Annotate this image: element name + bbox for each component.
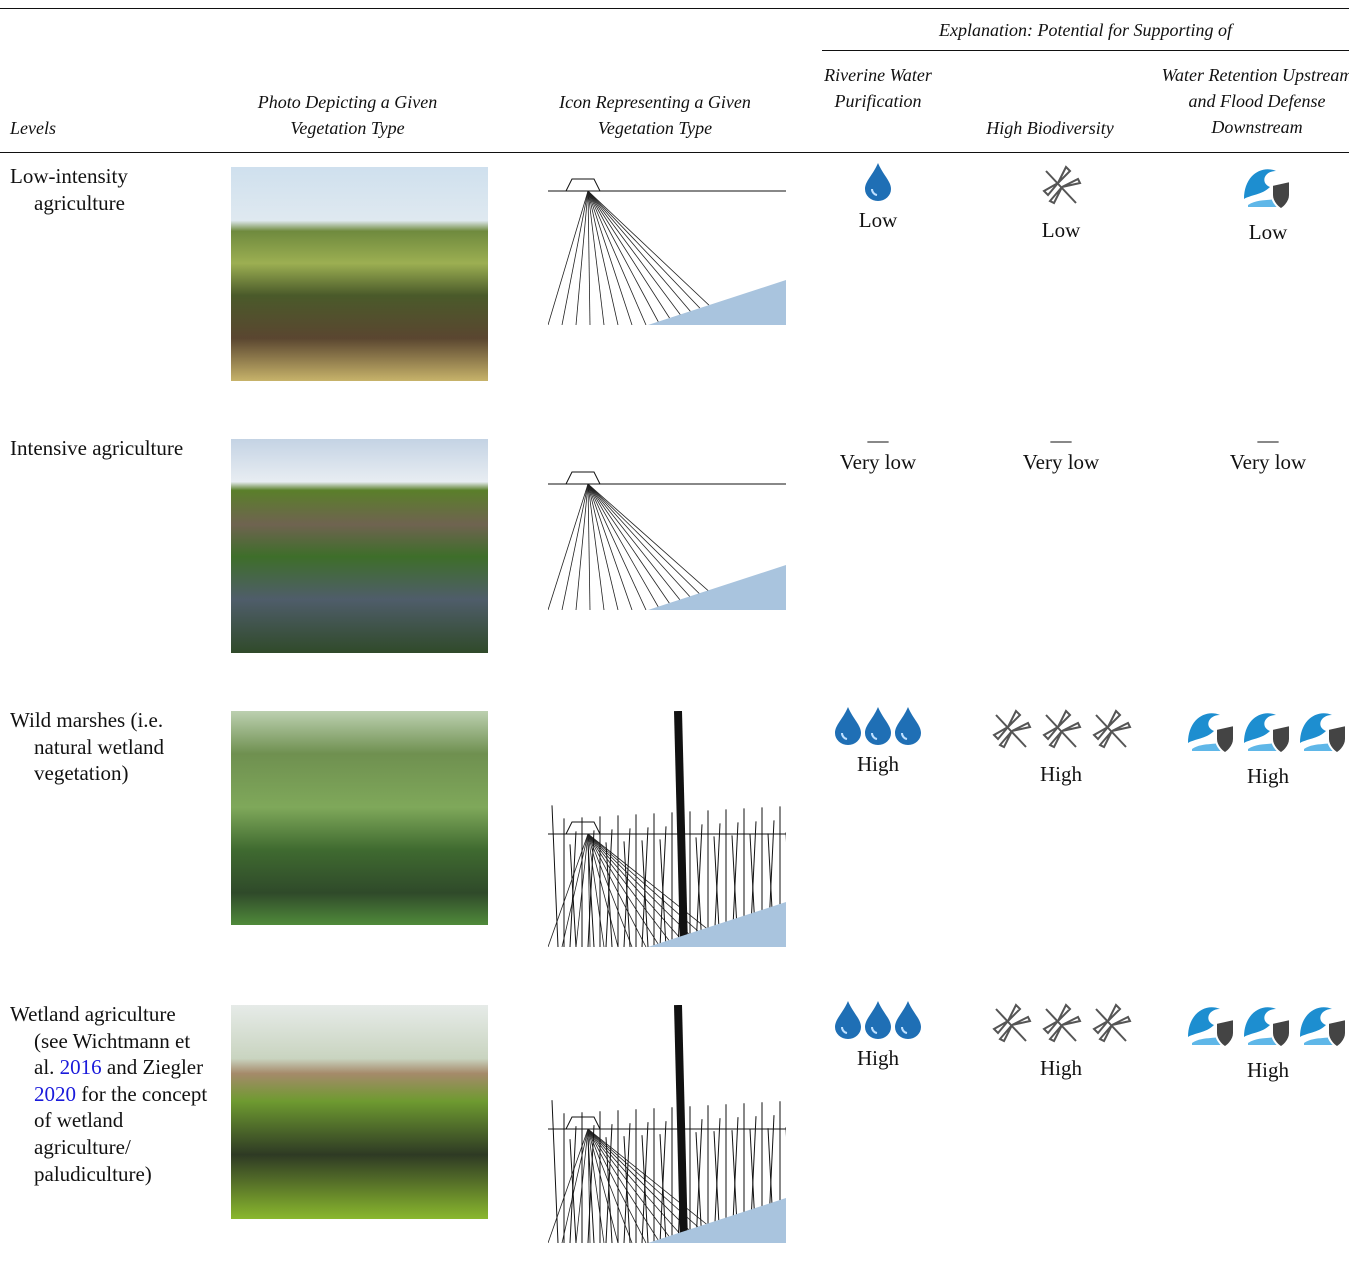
rating-icon: [1240, 705, 1296, 763]
level-label: Intensive agriculture: [10, 435, 209, 462]
vegetation-sketch: [548, 711, 786, 947]
rating-icon: [833, 705, 863, 751]
rating-icon: [833, 999, 863, 1045]
vegetation-sketch: [548, 167, 786, 325]
rating-dash: —: [961, 431, 1161, 449]
rating-cell: High: [961, 999, 1161, 1081]
level-label: Low-intensity agriculture: [10, 163, 209, 216]
rating-cell: —Very low: [961, 433, 1161, 475]
header-rule: [0, 152, 1349, 153]
rating-cell: High: [1168, 999, 1349, 1083]
rating-cell: High: [778, 705, 978, 777]
group-title: Explanation: Potential for Supporting of: [822, 17, 1349, 43]
photo: [231, 439, 488, 653]
rating-cell: High: [961, 705, 1161, 787]
rating-icon: [1240, 999, 1296, 1057]
rating-icon: [893, 999, 923, 1045]
rating-label: Very low: [778, 449, 978, 475]
rating-label: High: [778, 1045, 978, 1071]
rating-label: High: [1168, 763, 1349, 789]
reference-link[interactable]: 2016: [60, 1055, 102, 1079]
vegetation-sketch: [548, 462, 786, 610]
rating-icon: [863, 999, 893, 1045]
rating-icons: [778, 161, 978, 207]
rating-cell: —Very low: [778, 433, 978, 475]
rating-icon: [863, 161, 893, 207]
rating-label: Low: [778, 207, 978, 233]
rating-icon: [1086, 999, 1136, 1055]
rating-label: High: [778, 751, 978, 777]
group-rule: [822, 50, 1349, 51]
rating-icon: [1036, 999, 1086, 1055]
level-label: Wetland agriculture (see Wichtmann et al…: [10, 1001, 209, 1187]
rating-icon: [863, 705, 893, 751]
reference-link[interactable]: 2020: [34, 1082, 76, 1106]
vegetation-sketch: [548, 1005, 786, 1243]
level-text: and Ziegler: [102, 1055, 203, 1079]
page: Explanation: Potential for Supporting of…: [0, 0, 1349, 1276]
rating-icon: [1240, 161, 1296, 219]
rating-cell: Low: [1168, 161, 1349, 245]
photo: [231, 167, 488, 381]
rating-dash: —: [778, 431, 978, 449]
photo: [231, 711, 488, 925]
rating-icons: [1168, 705, 1349, 763]
rating-icons: [778, 705, 978, 751]
rating-label: High: [1168, 1057, 1349, 1083]
rating-label: Very low: [1168, 449, 1349, 475]
rating-label: High: [961, 761, 1161, 787]
level-text: Intensive agriculture: [10, 436, 183, 460]
rating-cell: Low: [778, 161, 978, 233]
top-rule: [0, 8, 1349, 9]
rating-icons: [778, 999, 978, 1045]
level-text: Wild marshes (i.e. natural wetland veget…: [10, 708, 164, 785]
column-header: Riverine Water Purification: [818, 62, 938, 114]
column-header: Photo Depicting a Given Vegetation Type: [220, 89, 475, 141]
rating-icon: [1036, 705, 1086, 761]
rating-cell: High: [778, 999, 978, 1071]
rating-icons: [961, 161, 1161, 217]
rating-icon: [1296, 999, 1349, 1057]
rating-label: High: [961, 1055, 1161, 1081]
rating-icon: [1296, 705, 1349, 763]
rating-cell: —Very low: [1168, 433, 1349, 475]
level-label: Wild marshes (i.e. natural wetland veget…: [10, 707, 209, 787]
rating-dash: —: [1168, 431, 1349, 449]
rating-cell: Low: [961, 161, 1161, 243]
rating-label: Low: [1168, 219, 1349, 245]
column-header: Levels: [10, 115, 56, 141]
rating-icons: [1168, 161, 1349, 219]
rating-icon: [1184, 999, 1240, 1057]
rating-icon: [1184, 705, 1240, 763]
column-header: Water Retention Upstream and Flood Defen…: [1160, 62, 1349, 140]
rating-icon: [986, 999, 1036, 1055]
rating-icon: [893, 705, 923, 751]
rating-label: Very low: [961, 449, 1161, 475]
rating-label: Low: [961, 217, 1161, 243]
column-header: High Biodiversity: [960, 115, 1140, 141]
column-header: Icon Representing a Given Vegetation Typ…: [530, 89, 780, 141]
rating-icon: [1036, 161, 1086, 217]
rating-icons: [1168, 999, 1349, 1057]
level-text: Low-intensity agriculture: [10, 164, 128, 215]
rating-icons: [961, 705, 1161, 761]
rating-cell: High: [1168, 705, 1349, 789]
rating-icon: [1086, 705, 1136, 761]
photo: [231, 1005, 488, 1219]
rating-icon: [986, 705, 1036, 761]
rating-icons: [961, 999, 1161, 1055]
